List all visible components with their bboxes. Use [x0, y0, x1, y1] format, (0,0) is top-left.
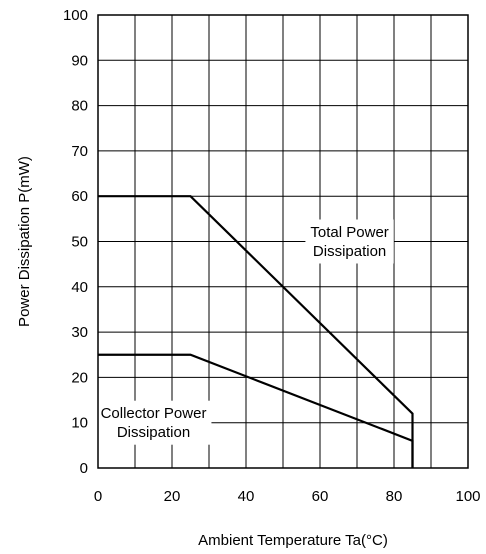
- y-tick-label: 0: [80, 460, 88, 477]
- x-tick-label: 100: [455, 488, 480, 505]
- y-tick-label: 40: [71, 279, 88, 296]
- annotation: Collector Power Dissipation: [95, 400, 212, 445]
- x-tick-labels: 0 20 40 60 80 100: [94, 488, 481, 505]
- annotation-line: Dissipation: [313, 243, 386, 260]
- y-tick-label: 30: [71, 324, 88, 341]
- annotation-line: Total Power: [310, 224, 388, 241]
- y-tick-label: 20: [71, 369, 88, 386]
- x-tick-label: 0: [94, 488, 102, 505]
- series-lines: [98, 195, 414, 468]
- annotation-line: Collector Power: [101, 405, 207, 422]
- y-tick-label: 90: [71, 52, 88, 69]
- y-tick-label: 50: [71, 234, 88, 251]
- annotation-line: Dissipation: [117, 424, 190, 441]
- series-line-collector: [98, 353, 414, 468]
- annotation: Total Power Dissipation: [305, 219, 394, 264]
- annotations: Total Power Dissipation Collector Power Dis…: [95, 219, 394, 445]
- grid: [98, 15, 468, 468]
- x-tick-label: 40: [238, 488, 255, 505]
- x-tick-label: 20: [164, 488, 181, 505]
- y-tick-label: 100: [63, 7, 88, 24]
- plot-frame: [97, 14, 469, 469]
- y-axis-label: Power Dissipation P(mW): [16, 156, 33, 327]
- x-tick-label: 80: [386, 488, 403, 505]
- y-tick-labels: 0 10 20 30 40 50 60 70 80 90 100: [63, 7, 88, 477]
- y-tick-label: 60: [71, 188, 88, 205]
- annotation-background: [95, 400, 212, 445]
- y-tick-label: 70: [71, 143, 88, 160]
- x-axis-label: Ambient Temperature Ta(°C): [198, 532, 388, 549]
- y-tick-label: 10: [71, 415, 88, 432]
- annotation-background: [305, 219, 394, 264]
- y-tick-label: 80: [71, 98, 88, 115]
- x-tick-label: 60: [312, 488, 329, 505]
